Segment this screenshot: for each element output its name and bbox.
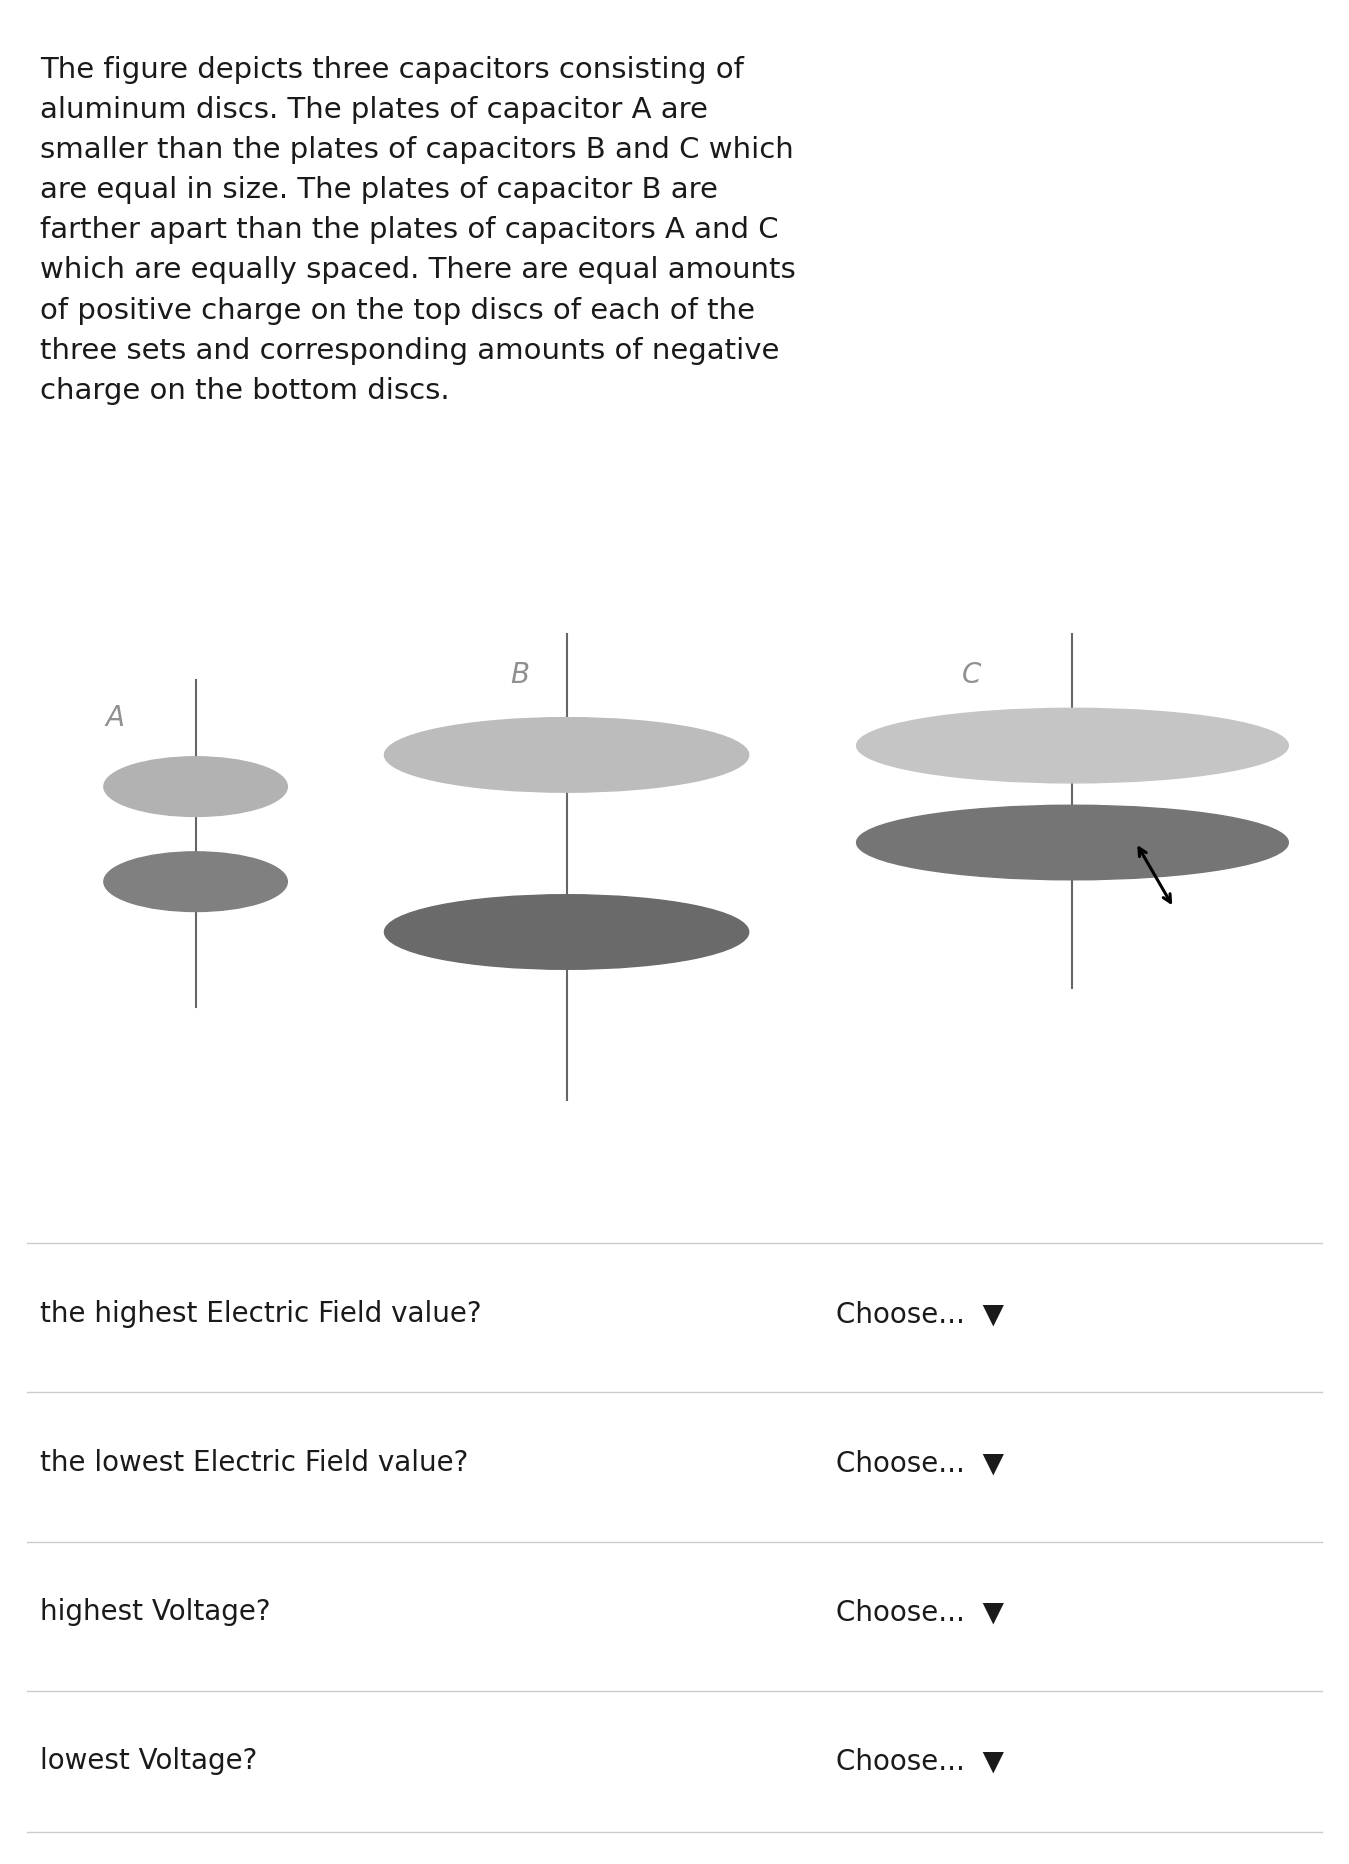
Text: The figure depicts three capacitors consisting of
aluminum discs. The plates of : The figure depicts three capacitors cons… [40, 56, 796, 404]
Text: Choose...  ▼: Choose... ▼ [836, 1299, 1005, 1329]
Text: B: B [510, 660, 529, 690]
Text: C: C [962, 660, 981, 690]
Text: A: A [105, 703, 124, 733]
Text: the lowest Electric Field value?: the lowest Electric Field value? [40, 1448, 469, 1478]
Ellipse shape [857, 708, 1288, 783]
Ellipse shape [857, 805, 1288, 880]
Text: lowest Voltage?: lowest Voltage? [40, 1747, 258, 1776]
Text: the highest Electric Field value?: the highest Electric Field value? [40, 1299, 482, 1329]
Text: Choose...  ▼: Choose... ▼ [836, 1747, 1005, 1776]
Ellipse shape [384, 895, 749, 969]
Ellipse shape [384, 718, 749, 792]
Ellipse shape [104, 852, 287, 911]
Text: Choose...  ▼: Choose... ▼ [836, 1597, 1005, 1627]
Text: highest Voltage?: highest Voltage? [40, 1597, 271, 1627]
Ellipse shape [104, 757, 287, 816]
Text: Choose...  ▼: Choose... ▼ [836, 1448, 1005, 1478]
